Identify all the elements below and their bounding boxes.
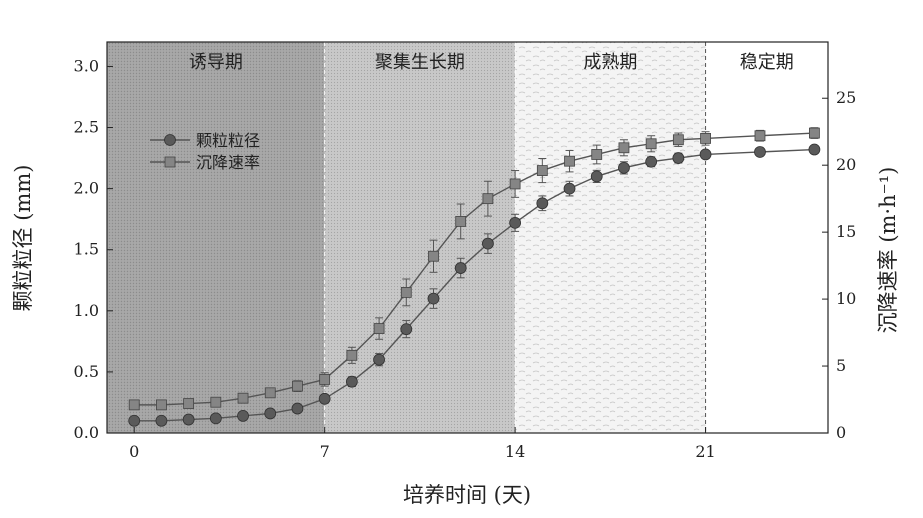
y-axis-label: 颗粒粒径 (mm) [11, 165, 35, 312]
data-point [346, 376, 357, 387]
data-point [754, 146, 765, 157]
y-tick-label: 0.5 [74, 362, 99, 381]
data-point [184, 399, 194, 409]
data-point [320, 374, 330, 384]
y2-tick-label: 15 [836, 222, 856, 241]
data-point [591, 171, 602, 182]
phase-region [515, 42, 705, 433]
phase-region [107, 42, 325, 433]
y2-tick-label: 20 [836, 155, 856, 174]
legend-label: 颗粒粒径 [196, 131, 260, 150]
data-point [129, 415, 140, 426]
y2-axis-label: 沉降速率 (m·h⁻¹) [876, 167, 900, 334]
data-point [455, 263, 466, 274]
phase-label: 成熟期 [583, 52, 637, 73]
data-point [265, 388, 275, 398]
data-point [537, 166, 547, 176]
data-point [592, 149, 602, 159]
phase-label: 诱导期 [189, 52, 243, 73]
data-point [510, 179, 520, 189]
data-point [809, 144, 820, 155]
data-point [129, 400, 139, 410]
data-point [374, 354, 385, 365]
data-point [456, 216, 466, 226]
data-point [210, 413, 221, 424]
data-point [537, 198, 548, 209]
phase-region [706, 42, 828, 433]
data-point [211, 397, 221, 407]
data-point [347, 350, 357, 360]
data-point [646, 139, 656, 149]
legend-label: 沉降速率 [196, 153, 260, 172]
data-point [428, 293, 439, 304]
phase-label: 稳定期 [740, 52, 794, 73]
data-point [183, 414, 194, 425]
phase-label: 聚集生长期 [375, 52, 465, 73]
data-point [673, 135, 683, 145]
data-point [401, 324, 412, 335]
data-point [401, 287, 411, 297]
x-tick-label: 21 [695, 442, 715, 461]
data-point [701, 133, 711, 143]
data-point [809, 128, 819, 138]
y-tick-label: 1.5 [74, 240, 99, 259]
legend-marker [165, 135, 176, 146]
data-point [319, 393, 330, 404]
y2-tick-label: 25 [836, 88, 856, 107]
y2-tick-label: 10 [836, 289, 856, 308]
data-point [482, 238, 493, 249]
data-point [618, 162, 629, 173]
y2-tick-label: 5 [836, 356, 846, 375]
y-tick-label: 0.0 [74, 423, 99, 442]
data-point [619, 143, 629, 153]
data-point [265, 408, 276, 419]
data-point [700, 149, 711, 160]
data-point [673, 153, 684, 164]
data-point [428, 251, 438, 261]
y-tick-label: 3.0 [74, 56, 99, 75]
data-point [156, 415, 167, 426]
data-point [374, 324, 384, 334]
data-point [238, 410, 249, 421]
data-point [292, 381, 302, 391]
data-point [483, 194, 493, 204]
data-point [238, 393, 248, 403]
data-point [564, 183, 575, 194]
phase-region [325, 42, 515, 433]
x-tick-label: 7 [320, 442, 330, 461]
data-point [755, 131, 765, 141]
data-point [646, 156, 657, 167]
y-tick-label: 1.0 [74, 301, 99, 320]
data-point [565, 156, 575, 166]
y-tick-label: 2.5 [74, 118, 99, 137]
x-tick-label: 0 [129, 442, 139, 461]
data-point [510, 217, 521, 228]
x-tick-label: 14 [505, 442, 525, 461]
data-point [156, 400, 166, 410]
legend-marker [165, 157, 175, 167]
phase-backgrounds [107, 42, 828, 433]
x-axis-label: 培养时间 (天) [403, 483, 531, 507]
data-point [292, 403, 303, 414]
y2-tick-label: 0 [836, 423, 846, 442]
y-tick-label: 2.0 [74, 179, 99, 198]
